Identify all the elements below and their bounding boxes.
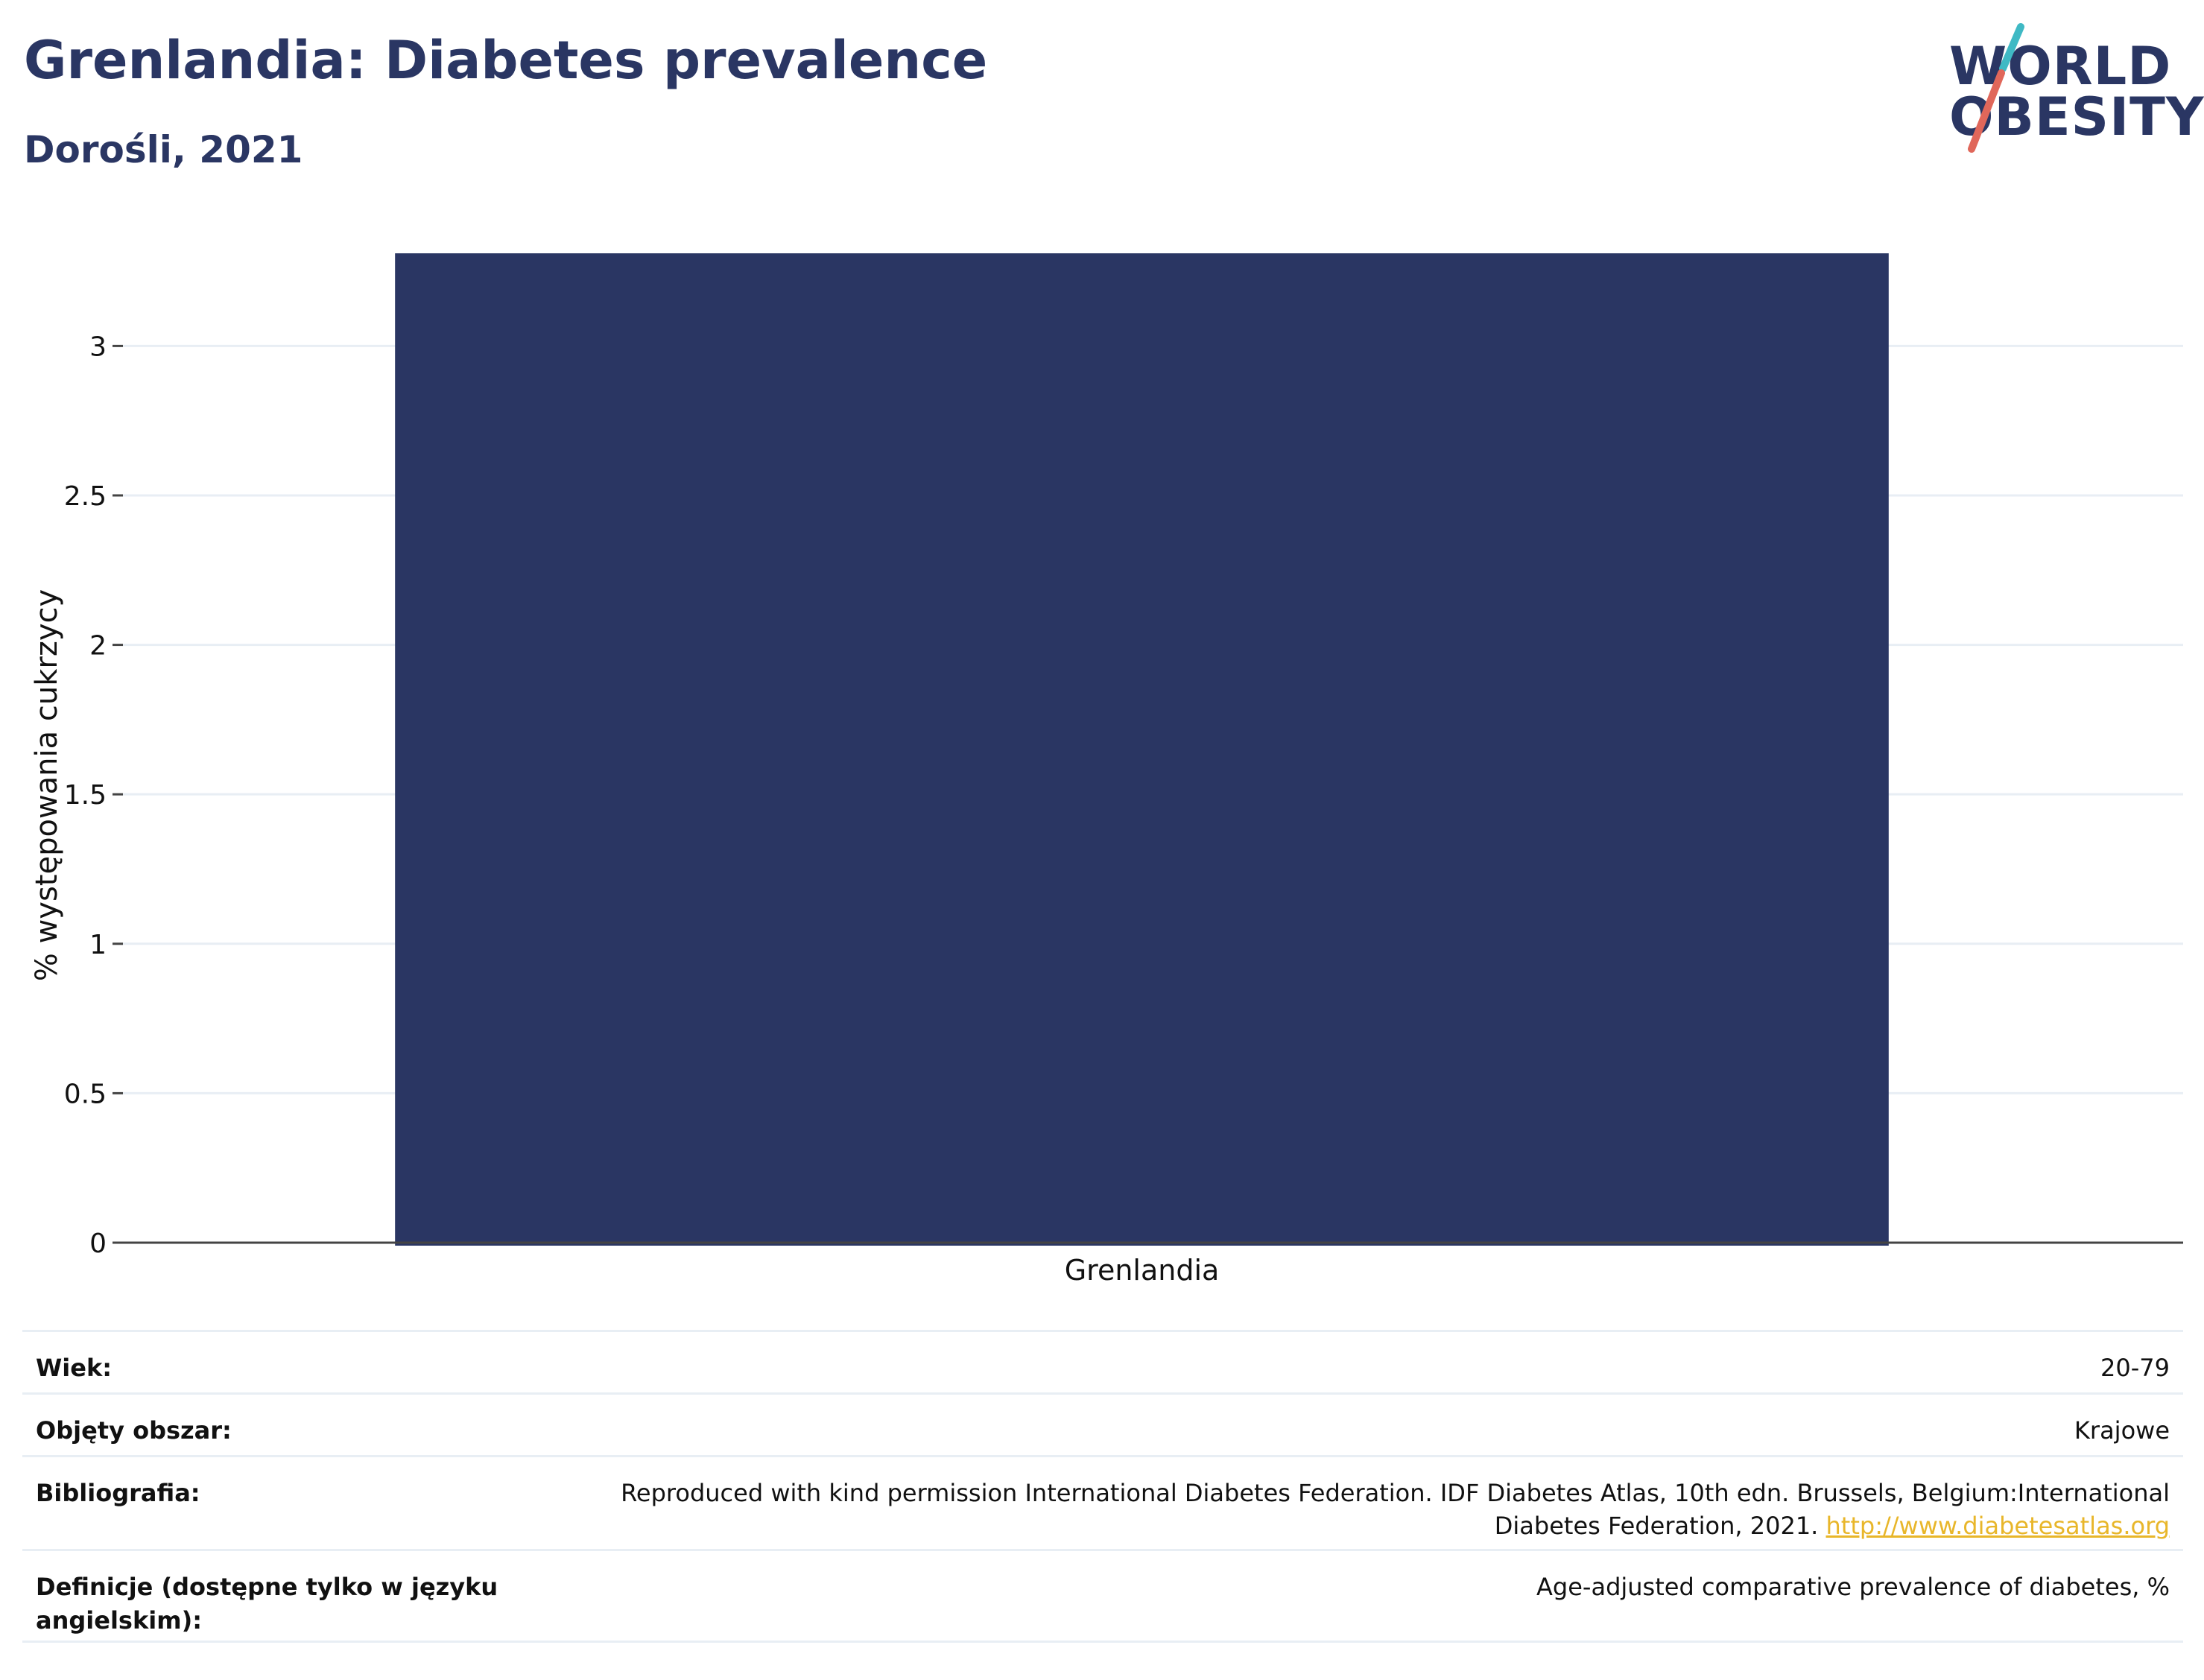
meta-value-coverage: Krajowe — [2074, 1416, 2170, 1445]
meta-label-age: Wiek: — [36, 1354, 113, 1382]
metadata-table: Wiek: 20-79 Objęty obszar: Krajowe Bibli… — [22, 1330, 2183, 1643]
meta-value-bibliography: Reproduced with kind permission Internat… — [513, 1477, 2170, 1542]
bibliography-line-2: Diabetes Federation, 2021. http://www.di… — [513, 1509, 2170, 1542]
x-tick-label: Grenlandia — [1065, 1254, 1220, 1287]
meta-row-coverage: Objęty obszar: Krajowe — [22, 1392, 2183, 1455]
y-tick-label: 0 — [89, 1229, 107, 1259]
meta-label-bibliography: Bibliografia: — [36, 1479, 200, 1507]
diabetes-atlas-link[interactable]: http://www.diabetesatlas.org — [1825, 1512, 2170, 1541]
meta-label-definition: Definicje (dostępne tylko w języku angie… — [36, 1573, 498, 1635]
y-tick-label: 0.5 — [64, 1079, 107, 1109]
meta-value-definition: Age-adjusted comparative prevalence of d… — [1536, 1573, 2170, 1601]
y-tick-label: 2.5 — [64, 481, 107, 512]
meta-row-age: Wiek: 20-79 — [22, 1330, 2183, 1392]
bar-grenlandia — [395, 253, 1889, 1246]
meta-row-definition: Definicje (dostępne tylko w języku angie… — [22, 1549, 2183, 1643]
logo-text-world: WORLD — [1949, 36, 2172, 97]
bibliography-line-1: Reproduced with kind permission Internat… — [621, 1479, 2170, 1507]
page-subtitle: Dorośli, 2021 — [24, 128, 303, 171]
y-tick-label: 1 — [89, 930, 107, 960]
y-tick-label: 1.5 — [64, 780, 107, 811]
meta-label-coverage: Objęty obszar: — [36, 1416, 232, 1445]
y-axis-title: % występowania cukrzycy — [30, 589, 64, 981]
bibliography-line-2-text: Diabetes Federation, 2021. — [1494, 1512, 1826, 1541]
meta-row-bibliography: Bibliografia: Reproduced with kind permi… — [22, 1455, 2183, 1549]
logo-slash-icon — [1968, 23, 2024, 153]
meta-value-age: 20-79 — [2100, 1354, 2170, 1382]
world-obesity-logo: WORLD OBESITY — [1937, 22, 2204, 156]
y-tick-label: 2 — [89, 631, 107, 662]
y-tick-label: 3 — [89, 332, 107, 362]
bar-chart: Grenlandia 0 0.5 1 1.5 2 2.5 3 % występowania cu… — [30, 253, 2183, 1287]
page-title: Grenlandia: Diabetes prevalence — [24, 30, 988, 91]
